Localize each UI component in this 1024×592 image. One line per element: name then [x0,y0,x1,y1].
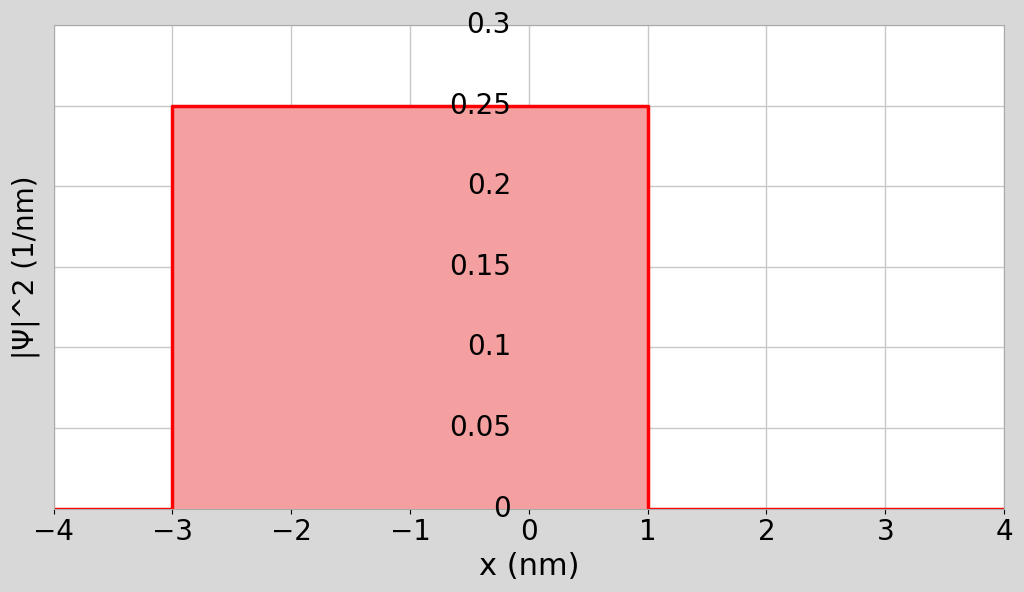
Text: 0.1: 0.1 [467,333,511,362]
Text: 0.05: 0.05 [449,414,511,442]
Text: 0.3: 0.3 [467,11,511,39]
Text: 0.2: 0.2 [467,172,511,200]
Text: 0.15: 0.15 [450,253,511,281]
Text: 0.25: 0.25 [450,92,511,120]
Text: 0: 0 [494,494,511,523]
Y-axis label: |Ψ|^2 (1/nm): |Ψ|^2 (1/nm) [11,175,40,359]
X-axis label: x (nm): x (nm) [478,552,579,581]
